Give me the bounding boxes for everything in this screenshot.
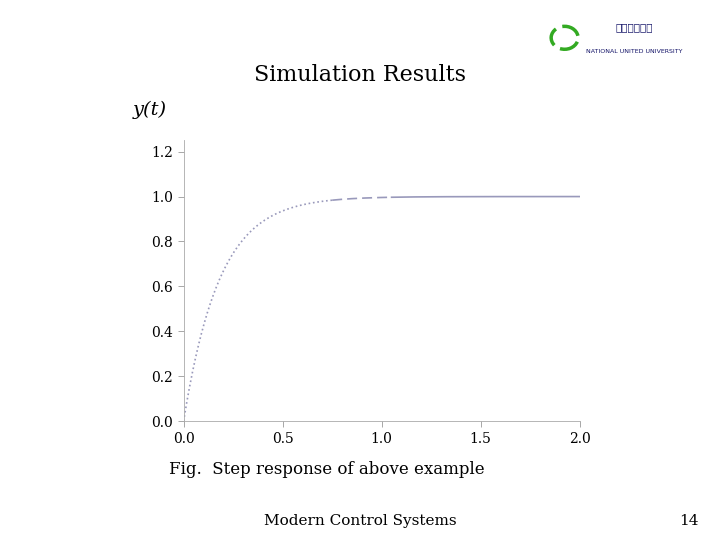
Text: Simulation Results: Simulation Results [254, 64, 466, 86]
Text: y(t): y(t) [133, 100, 167, 119]
Text: Fig.  Step response of above example: Fig. Step response of above example [169, 461, 485, 478]
Text: Modern Control Systems: Modern Control Systems [264, 514, 456, 528]
Text: 國立聯合大學: 國立聯合大學 [616, 22, 653, 32]
Text: 14: 14 [679, 514, 698, 528]
Text: NATIONAL UNITED UNIVERSITY: NATIONAL UNITED UNIVERSITY [586, 49, 683, 54]
